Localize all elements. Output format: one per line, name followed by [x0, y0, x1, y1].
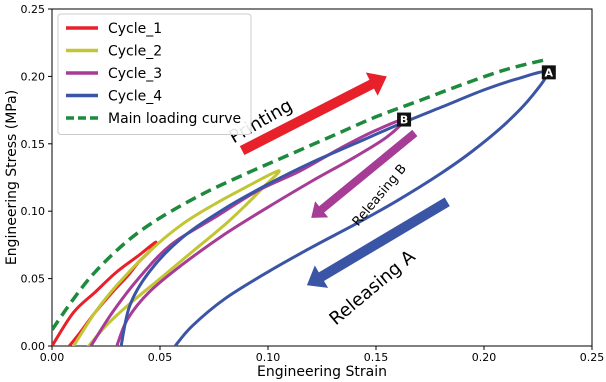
axes: 0.00 0.05 0.10 0.15 0.20 0.25 0.00 0.05 0.10 0.15…: [4, 3, 604, 380]
point-marker-label-b: B: [400, 114, 408, 127]
arrow-releasing-a: [306, 197, 450, 288]
legend-label: Main loading curve: [108, 111, 241, 127]
y-tick-label: 0.00: [21, 340, 46, 353]
legend-label: Cycle_1: [108, 21, 162, 37]
point-marker-b: [397, 112, 412, 127]
x-tick-label: 0.00: [40, 351, 65, 364]
legend: Cycle_1 Cycle_2 Cycle_3 Cycle_4 Main loading…: [57, 13, 252, 135]
annotation-releasing-b: Releasing B: [350, 162, 410, 230]
series-line-cycle-2: [72, 169, 281, 346]
x-axis-title: Engineering Strain: [257, 364, 387, 380]
legend-box: [57, 13, 252, 135]
arrow-printing: [239, 72, 387, 155]
y-tick-label: 0.15: [21, 138, 46, 151]
legend-label: Cycle_4: [108, 89, 162, 105]
series-line-main-loading-curve: [52, 57, 550, 331]
x-tick-label: 0.10: [256, 351, 281, 364]
y-tick-label: 0.10: [21, 205, 46, 218]
arrow-releasing-b: [311, 129, 418, 218]
y-tick-label: 0.25: [21, 3, 46, 16]
x-tick-label: 0.20: [472, 351, 497, 364]
x-tick-label: 0.25: [580, 351, 605, 364]
plot-frame: [51, 8, 593, 347]
legend-label: Cycle_3: [108, 66, 162, 82]
point-marker-a: [541, 65, 556, 80]
point-marker-label-a: A: [545, 66, 554, 79]
y-tick-label: 0.05: [21, 273, 46, 286]
y-axis-title: Engineering Stress (MPa): [4, 90, 20, 265]
x-tick-label: 0.05: [148, 351, 173, 364]
annotation-releasing-a: Releasing A: [325, 246, 420, 330]
series-line-cycle-4: [119, 70, 549, 346]
legend-label: Cycle_2: [108, 44, 162, 60]
x-tick-label: 0.15: [364, 351, 389, 364]
y-tick-label: 0.20: [21, 70, 46, 83]
